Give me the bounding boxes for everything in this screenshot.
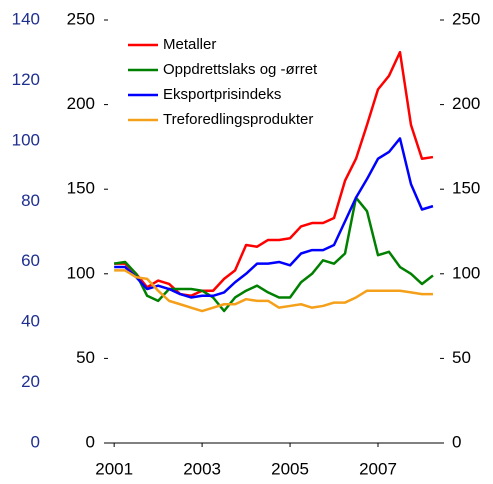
x-tick-label: 2007	[359, 459, 397, 478]
x-tick-label: 2003	[183, 459, 221, 478]
legend-label: Oppdrettslaks og -ørret	[163, 61, 318, 78]
y-tick-label: 150	[67, 179, 95, 198]
y-tick-label: 50	[76, 348, 95, 367]
y3-tick-label: 0	[31, 432, 40, 451]
line	[114, 50, 434, 298]
y3-tick-label: 40	[21, 312, 40, 331]
x-tick-label: 2005	[271, 459, 309, 478]
line	[113, 196, 434, 313]
line	[114, 137, 434, 299]
y2-tick-label: 200	[452, 94, 480, 113]
y-tick-label: 250	[67, 9, 95, 28]
legend-label: Eksportprisindeks	[163, 86, 281, 103]
y-tick-label: 100	[67, 263, 95, 282]
y2-tick-label: 150	[452, 179, 480, 198]
y3-tick-label: 60	[21, 251, 40, 270]
y3-tick-label: 120	[12, 70, 40, 89]
line	[114, 269, 433, 313]
y2-tick-label: 50	[452, 348, 471, 367]
y3-tick-label: 100	[12, 130, 40, 149]
y3-tick-label: 80	[21, 191, 40, 210]
legend-label: Metaller	[163, 36, 216, 53]
legend-label: Treforedlingsprodukter	[163, 111, 313, 128]
y3-tick-label: 20	[21, 372, 40, 391]
x-tick-label: 2001	[95, 459, 133, 478]
y2-tick-label: 100	[452, 263, 480, 282]
y3-tick-label: 140	[12, 9, 40, 28]
y-tick-label: 200	[67, 94, 95, 113]
y2-tick-label: 250	[452, 9, 480, 28]
y2-tick-label: 0	[452, 432, 461, 451]
y-tick-label: 0	[86, 432, 95, 451]
